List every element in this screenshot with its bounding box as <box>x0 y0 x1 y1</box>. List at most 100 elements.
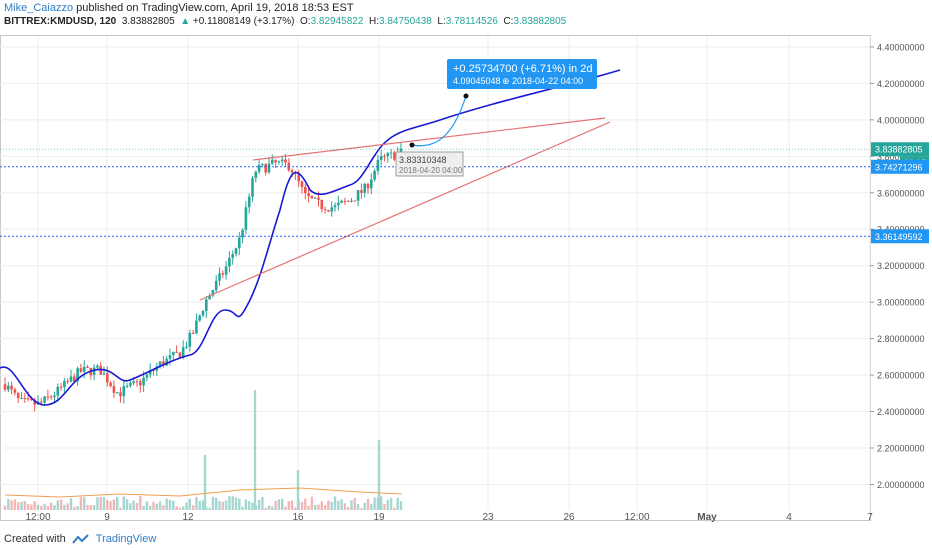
volume-bar <box>116 496 119 510</box>
y-tick-label: 2.00000000 <box>877 480 925 490</box>
volume-bar <box>383 504 386 510</box>
volume-bar <box>396 497 399 510</box>
x-tick-label: 16 <box>292 512 304 523</box>
volume-bar <box>377 440 381 510</box>
volume-ma-line <box>4 487 403 498</box>
candle-body <box>241 229 244 238</box>
candle-body <box>280 159 284 162</box>
candle-body <box>135 381 139 383</box>
volume-bar <box>264 507 267 510</box>
candle-body <box>142 377 145 386</box>
volume-bar <box>340 499 343 510</box>
volume-bar <box>353 497 356 510</box>
volume-bar <box>296 470 300 510</box>
x-tick-label: 12:00 <box>25 512 50 523</box>
candle-body <box>16 392 20 399</box>
prediction-start-dot <box>409 142 415 148</box>
volume-bar <box>106 499 109 510</box>
prediction-target-label: 4.09045048 <box>453 76 501 86</box>
candle-body <box>221 273 225 275</box>
candle-body <box>20 397 23 399</box>
volume-bar <box>310 496 314 510</box>
candle-body <box>356 190 360 201</box>
candle-body <box>343 200 347 202</box>
volume-bar <box>50 502 53 510</box>
candle-body <box>162 361 165 366</box>
candle-body <box>340 200 343 203</box>
prediction-path <box>411 95 467 147</box>
volume-bar <box>165 498 168 510</box>
tradingview-brand[interactable]: TradingView <box>95 533 157 545</box>
volume-bar <box>221 502 224 510</box>
volume-bar <box>277 499 281 510</box>
volume-bar <box>7 498 10 510</box>
publish-line: Mike_Caiazzo published on TradingView.co… <box>4 2 354 14</box>
candle-body <box>33 399 36 405</box>
symbol-line: BITTREX:KMDUSD, 120 3.83882805 ▲ +0.1180… <box>4 16 566 27</box>
volume-bar <box>343 503 347 510</box>
volume-bar <box>135 502 139 510</box>
open-label: O: <box>300 16 311 27</box>
price-tag-label: 3.83882805 <box>875 145 923 155</box>
volume-bar <box>13 499 17 510</box>
volume-bar <box>393 507 396 510</box>
candle-body <box>175 351 178 353</box>
smoothed-price-curve <box>0 69 621 406</box>
candle-body <box>109 382 112 387</box>
candle-body <box>69 376 73 382</box>
y-tick-label: 2.60000000 <box>877 371 925 381</box>
volume-bar <box>271 506 274 510</box>
open-value: 3.82945822 <box>310 16 364 27</box>
x-tick-label: 23 <box>482 512 494 523</box>
price-axis[interactable]: 4.400000004.200000004.000000003.80000000… <box>870 42 929 490</box>
candle-body <box>271 159 274 164</box>
volume-bar <box>195 496 198 510</box>
x-tick-label: 26 <box>563 512 575 523</box>
candle-body <box>115 392 119 394</box>
volume-bar <box>20 501 23 510</box>
candle-body <box>307 193 310 197</box>
volume-bar <box>323 505 327 510</box>
prediction-target-date: ⊕ 2018-04-22 04:00 <box>502 76 583 86</box>
y-tick-label: 3.00000000 <box>877 298 925 308</box>
candle-body <box>49 396 53 398</box>
volume-bar <box>185 502 188 510</box>
volume-bar <box>320 501 323 510</box>
volume-bar <box>76 506 79 510</box>
candle-body <box>148 370 152 375</box>
volume-bar <box>172 500 175 510</box>
candle-body <box>13 389 17 393</box>
volume-bar <box>73 507 76 510</box>
footer: Created with TradingView <box>4 530 156 548</box>
price-chart[interactable]: +0.25734700 (+6.71%) in 2d4.09045048 ⊕ 20… <box>0 30 932 524</box>
high-label: H: <box>369 16 379 27</box>
candle-body <box>102 373 106 375</box>
prediction-target-dot <box>463 93 469 99</box>
prediction-start-date: 2018-04-20 04:00 <box>399 166 463 175</box>
volume-bar <box>23 501 26 510</box>
volume-bar <box>89 505 92 510</box>
volume-bar <box>53 505 56 510</box>
time-axis[interactable]: 12:00 9 12 16 19 23 26 12:00 May 4 7 <box>25 512 873 523</box>
high-value: 3.84750438 <box>379 16 432 27</box>
candle-body <box>181 347 185 358</box>
candle-body <box>247 196 251 208</box>
volume-bar <box>149 505 152 510</box>
volume-bar <box>96 497 99 510</box>
candle-body <box>353 200 357 202</box>
volume-bar <box>238 498 241 510</box>
candle-body <box>224 266 228 275</box>
candle-body <box>350 200 353 202</box>
price-tag <box>871 229 929 244</box>
volume-bar <box>86 505 89 510</box>
candle-body <box>185 346 188 348</box>
volume-bar <box>40 505 43 510</box>
candle-body <box>317 197 320 200</box>
volume-bar <box>139 496 142 510</box>
prediction-change-label: +0.25734700 (+6.71%) in 2d <box>453 63 592 75</box>
author-link[interactable]: Mike_Caiazzo <box>4 2 74 14</box>
published-text: published on TradingView.com, April 19, … <box>76 2 354 14</box>
volume-bar <box>370 504 373 510</box>
prediction-start-tooltip <box>395 151 464 177</box>
candle-body <box>79 368 83 372</box>
